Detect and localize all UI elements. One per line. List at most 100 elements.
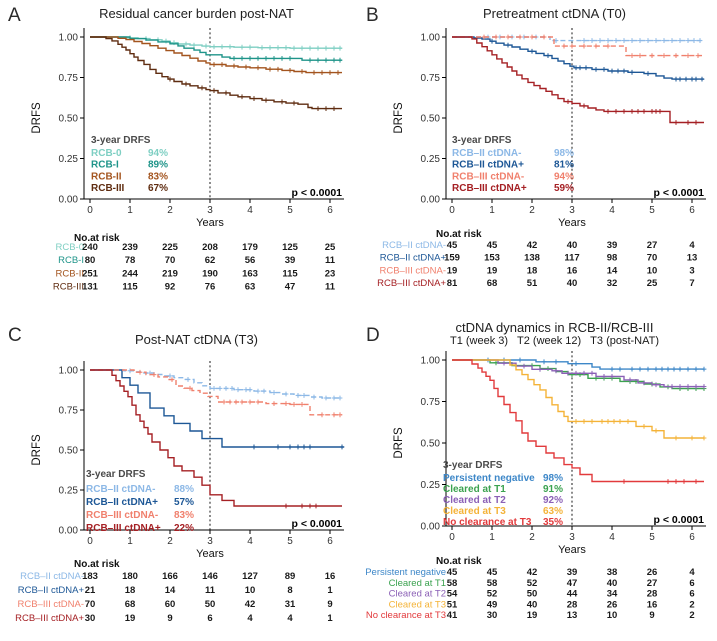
legend-series-value: 83% [174, 510, 194, 521]
risk-value: 4 [689, 240, 695, 251]
y-axis-label: DRFS [393, 427, 405, 459]
risk-value: 4 [247, 613, 253, 624]
risk-row-label: RCB-III [53, 282, 84, 293]
risk-value: 44 [567, 589, 578, 600]
panel-ctdna-dynamics: D ctDNA dynamics in RCB-II/RCB-III T1 (w… [358, 320, 717, 641]
risk-row-label: RCB-II [56, 268, 85, 279]
risk-value: 146 [202, 571, 218, 582]
legend-series-value: 98% [554, 148, 574, 159]
survival-curve-rcb-i [90, 36, 342, 61]
risk-value: 6 [207, 613, 212, 624]
risk-value: 125 [282, 242, 299, 253]
x-tick-label: 2 [167, 205, 173, 216]
risk-value: 4 [287, 613, 293, 624]
x-axis-label: Years [558, 217, 586, 229]
risk-value: 42 [245, 599, 256, 610]
risk-value: 25 [325, 242, 336, 253]
risk-value: 183 [82, 571, 98, 582]
risk-value: 115 [122, 282, 138, 293]
risk-value: 18 [527, 265, 538, 276]
risk-value: 166 [162, 571, 178, 582]
survival-curve-rcb-iii-ctdna- [90, 369, 342, 507]
survival-curve-rcb-ii-ctdna- [452, 36, 704, 80]
legend-series-value: 94% [148, 148, 168, 159]
risk-value: 32 [607, 278, 618, 289]
risk-value: 39 [567, 567, 578, 578]
x-tick-label: 4 [609, 205, 615, 216]
risk-value: 14 [165, 585, 176, 596]
risk-value: 180 [122, 571, 138, 582]
risk-value: 28 [567, 599, 578, 610]
risk-value: 30 [85, 613, 96, 624]
y-tick-label: 0.25 [59, 154, 79, 165]
x-tick-label: 1 [127, 536, 133, 547]
risk-value: 89 [285, 571, 296, 582]
risk-value: 56 [245, 255, 256, 266]
risk-value: 9 [167, 613, 172, 624]
risk-row-label: RCB–II ctDNA+ [380, 253, 447, 264]
y-tick-label: 1.00 [421, 33, 441, 44]
x-tick-label: 6 [327, 536, 333, 547]
km-plot-a: 1.000.750.500.250.000 1 2 3 4 5 6YearsDRFS3-ye… [31, 28, 344, 293]
risk-value: 58 [487, 578, 498, 589]
legend-series-label: RCB–II ctDNA- [86, 484, 155, 495]
risk-value: 52 [527, 578, 538, 589]
risk-value: 50 [527, 589, 538, 600]
risk-value: 27 [647, 578, 658, 589]
risk-value: 11 [205, 585, 216, 596]
risk-value: 40 [527, 599, 538, 610]
risk-value: 27 [647, 240, 658, 251]
risk-value: 208 [202, 242, 218, 253]
legend-series-label: Cleared at T3 [443, 506, 506, 517]
risk-value: 41 [447, 610, 458, 621]
risk-value: 117 [564, 253, 579, 264]
risk-value: 2 [689, 599, 694, 610]
risk-value: 30 [487, 610, 498, 621]
risk-value: 70 [85, 599, 96, 610]
y-tick-label: 0.25 [59, 486, 79, 497]
x-tick-label: 0 [87, 205, 93, 216]
x-tick-label: 5 [287, 536, 293, 547]
survival-curve-rcb-iii-ctdna- [452, 36, 702, 57]
legend-series-value: 35% [543, 517, 563, 528]
risk-value: 26 [607, 599, 618, 610]
risk-value: 127 [242, 571, 258, 582]
x-axis-label: Years [558, 544, 586, 556]
censor-marks [485, 34, 703, 43]
x-tick-label: 5 [287, 205, 293, 216]
risk-value: 45 [487, 567, 498, 578]
y-axis-label: DRFS [393, 102, 405, 134]
x-tick-label: 6 [689, 205, 695, 216]
p-value: p < 0.0001 [292, 187, 343, 199]
risk-value: 62 [205, 255, 216, 266]
legend-series-value: 88% [174, 484, 194, 495]
legend-series-label: RCB–II ctDNA- [452, 148, 521, 159]
y-tick-label: 0.50 [59, 114, 79, 125]
x-tick-label: 3 [207, 205, 213, 216]
survival-curve-persistent-negative [452, 359, 704, 370]
survival-curve-rcb-iii [90, 36, 342, 110]
risk-value: 138 [524, 253, 540, 264]
risk-row-label: RCB–II ctDNA- [20, 571, 84, 582]
y-tick-label: 0.00 [59, 526, 79, 537]
risk-value: 23 [325, 268, 336, 279]
survival-curve-no-clearance-at-t3 [452, 359, 704, 483]
risk-value: 6 [689, 578, 694, 589]
panel-title: Residual cancer burden post-NAT [99, 6, 294, 21]
legend-series-value: 94% [554, 171, 574, 182]
y-tick-label: 0.75 [421, 73, 441, 84]
panel-postnat-ctdna: C Post-NAT ctDNA (T3) 1.00 0.75 0.50 0.25 0.… [0, 320, 359, 641]
legend-series-label: No clearance at T3 [443, 517, 532, 528]
legend-title: 3-year DRFS [452, 135, 512, 146]
x-tick-label: 3 [207, 536, 213, 547]
y-tick-label: 0.75 [59, 406, 79, 417]
legend-series-label: Cleared at T2 [443, 495, 506, 506]
x-tick-label: 0 [449, 205, 455, 216]
legend-series-value: 89% [148, 160, 168, 171]
panel-subtitle-timepoints: T1 (week 3) T2 (week 12) T3 (post-NAT) [449, 335, 660, 347]
risk-row-label: RCB–III ctDNA- [379, 265, 446, 276]
risk-value: 4 [689, 567, 695, 578]
risk-value: 1 [327, 585, 333, 596]
y-tick-label: 1.00 [59, 366, 79, 377]
